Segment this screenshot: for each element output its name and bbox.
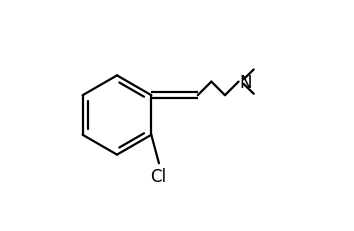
Text: Cl: Cl <box>150 168 166 185</box>
Text: N: N <box>240 73 252 91</box>
